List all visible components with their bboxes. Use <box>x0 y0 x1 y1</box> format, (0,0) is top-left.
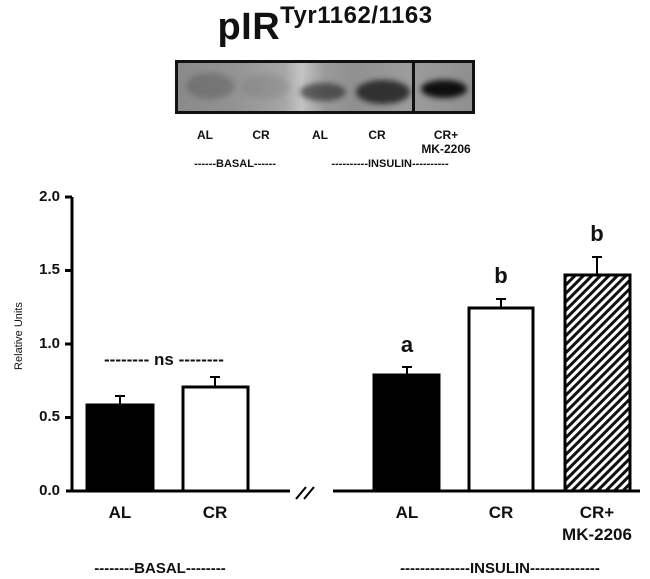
group-label-basal: --------BASAL-------- <box>94 560 226 577</box>
bar-insulin-cr-mk2206 <box>563 256 632 493</box>
blot-lane-label: AL <box>197 128 213 142</box>
blot-group-basal: ------BASAL------ <box>194 158 276 170</box>
blot-band <box>242 75 290 99</box>
title-superscript: Tyr1162/1163 <box>280 2 433 29</box>
figure-title: pIRTyr1162/1163 <box>0 2 650 49</box>
blot-group-insulin: ----------INSULIN---------- <box>331 158 449 170</box>
x-category-label: CR <box>202 503 228 522</box>
bar-basal-al <box>85 395 155 493</box>
x-category-label: CR <box>488 503 514 522</box>
blot-band <box>356 80 410 104</box>
axis-break-icon <box>295 486 315 500</box>
blot-band <box>300 83 346 101</box>
bar-insulin-cr <box>467 298 535 493</box>
bar-insulin-al <box>372 366 441 493</box>
blot-lane-label: CR <box>252 128 270 142</box>
western-blot-image <box>175 60 475 114</box>
sig-letter: b <box>590 221 604 246</box>
y-tick-label: 0.0 <box>39 482 60 499</box>
y-tick-label: 0.5 <box>39 408 60 425</box>
title-main: pIR <box>217 6 281 48</box>
y-tick-label: 1.5 <box>39 261 60 278</box>
blot-lane-divider <box>412 63 415 111</box>
blot-band <box>186 73 234 99</box>
x-category-label: MK-2206 <box>562 525 632 544</box>
x-category-label: CR+ <box>579 503 615 522</box>
x-category-label: AL <box>108 503 132 522</box>
blot-band <box>421 80 467 98</box>
blot-lane-label: CR+ MK-2206 <box>421 128 471 156</box>
ns-annotation: -------- ns -------- <box>104 350 224 369</box>
sig-letter: a <box>400 332 414 357</box>
sig-letter: b <box>494 263 508 288</box>
blot-lane-label: CR <box>368 128 386 142</box>
y-tick-label: 1.0 <box>39 335 60 352</box>
blot-lane-label: AL <box>312 128 328 142</box>
group-label-insulin: --------------INSULIN-------------- <box>400 560 600 577</box>
x-category-label: AL <box>395 503 419 522</box>
y-tick-label: 2.0 <box>39 188 60 205</box>
y-axis <box>65 195 74 491</box>
bar-basal-cr <box>181 376 250 493</box>
